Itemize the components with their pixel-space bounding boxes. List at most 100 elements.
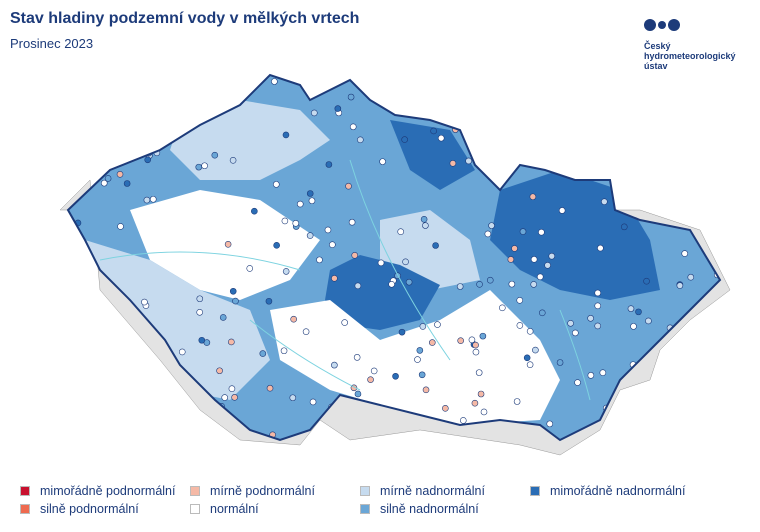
legend-label: mírně podnormální — [210, 484, 315, 498]
station — [587, 372, 595, 379]
station — [331, 361, 338, 369]
station — [683, 420, 690, 428]
station — [95, 353, 103, 360]
station — [700, 205, 708, 213]
station — [662, 96, 670, 104]
station — [177, 104, 185, 112]
station — [511, 245, 518, 252]
station — [392, 372, 399, 380]
station — [384, 77, 392, 85]
station — [692, 332, 699, 340]
station — [306, 190, 314, 197]
station — [455, 112, 462, 120]
station — [219, 314, 227, 321]
station — [91, 430, 99, 438]
station — [229, 287, 237, 295]
station — [681, 250, 689, 257]
station — [367, 376, 374, 383]
station — [640, 386, 648, 394]
station — [477, 128, 485, 136]
station — [597, 163, 605, 171]
legend-item: silně nadnormální — [360, 502, 479, 516]
station — [90, 125, 98, 133]
station — [588, 138, 596, 145]
station — [472, 341, 479, 349]
station — [353, 354, 361, 361]
station — [701, 187, 708, 195]
station — [351, 252, 359, 259]
station — [123, 180, 131, 187]
station — [221, 394, 229, 401]
station — [324, 226, 332, 234]
station — [211, 151, 219, 159]
station — [117, 223, 124, 230]
station — [80, 405, 87, 412]
station — [613, 116, 620, 124]
station — [204, 100, 211, 108]
station — [434, 321, 441, 328]
logo-line: ústav — [644, 61, 668, 71]
station — [141, 298, 148, 306]
station — [88, 275, 96, 282]
station — [228, 338, 235, 346]
logo: Český hydrometeorologický ústav — [644, 18, 754, 71]
station — [655, 95, 662, 103]
station — [273, 181, 280, 188]
station — [329, 241, 336, 248]
station — [137, 107, 144, 114]
station — [405, 278, 413, 286]
station — [472, 348, 480, 356]
station — [706, 237, 714, 245]
station — [630, 323, 637, 330]
station — [496, 113, 503, 121]
station — [73, 166, 81, 173]
station — [687, 273, 695, 281]
station — [538, 309, 546, 317]
station — [149, 195, 157, 203]
station — [482, 121, 490, 129]
station — [684, 187, 692, 194]
logo-mark — [644, 19, 680, 31]
station — [627, 141, 635, 149]
station — [430, 127, 437, 135]
station — [116, 171, 124, 178]
station — [519, 228, 527, 235]
station — [414, 356, 421, 363]
station — [597, 244, 604, 252]
station — [476, 280, 483, 288]
station — [480, 408, 488, 416]
station — [143, 196, 151, 204]
station — [195, 87, 203, 95]
station — [232, 297, 239, 305]
station — [605, 92, 613, 99]
station — [196, 295, 204, 303]
station — [574, 379, 581, 386]
station — [388, 280, 395, 288]
station — [168, 411, 176, 419]
station — [661, 404, 669, 411]
station — [612, 175, 620, 183]
station — [290, 315, 297, 323]
station — [526, 361, 534, 368]
station — [302, 328, 310, 335]
station — [379, 158, 386, 165]
station — [538, 228, 545, 236]
station — [100, 179, 108, 187]
station — [556, 359, 564, 366]
station — [459, 417, 467, 424]
station — [68, 298, 75, 306]
station — [534, 132, 542, 139]
station — [667, 356, 674, 364]
station — [479, 332, 487, 340]
station — [144, 156, 152, 164]
station — [594, 302, 602, 310]
station — [354, 282, 362, 290]
station — [644, 134, 652, 141]
station — [292, 220, 300, 227]
legend-item: mimořádně podnormální — [20, 484, 176, 498]
legend-label: silně nadnormální — [380, 502, 479, 516]
station — [68, 377, 75, 385]
legend-swatch — [530, 486, 540, 496]
station — [499, 304, 506, 312]
